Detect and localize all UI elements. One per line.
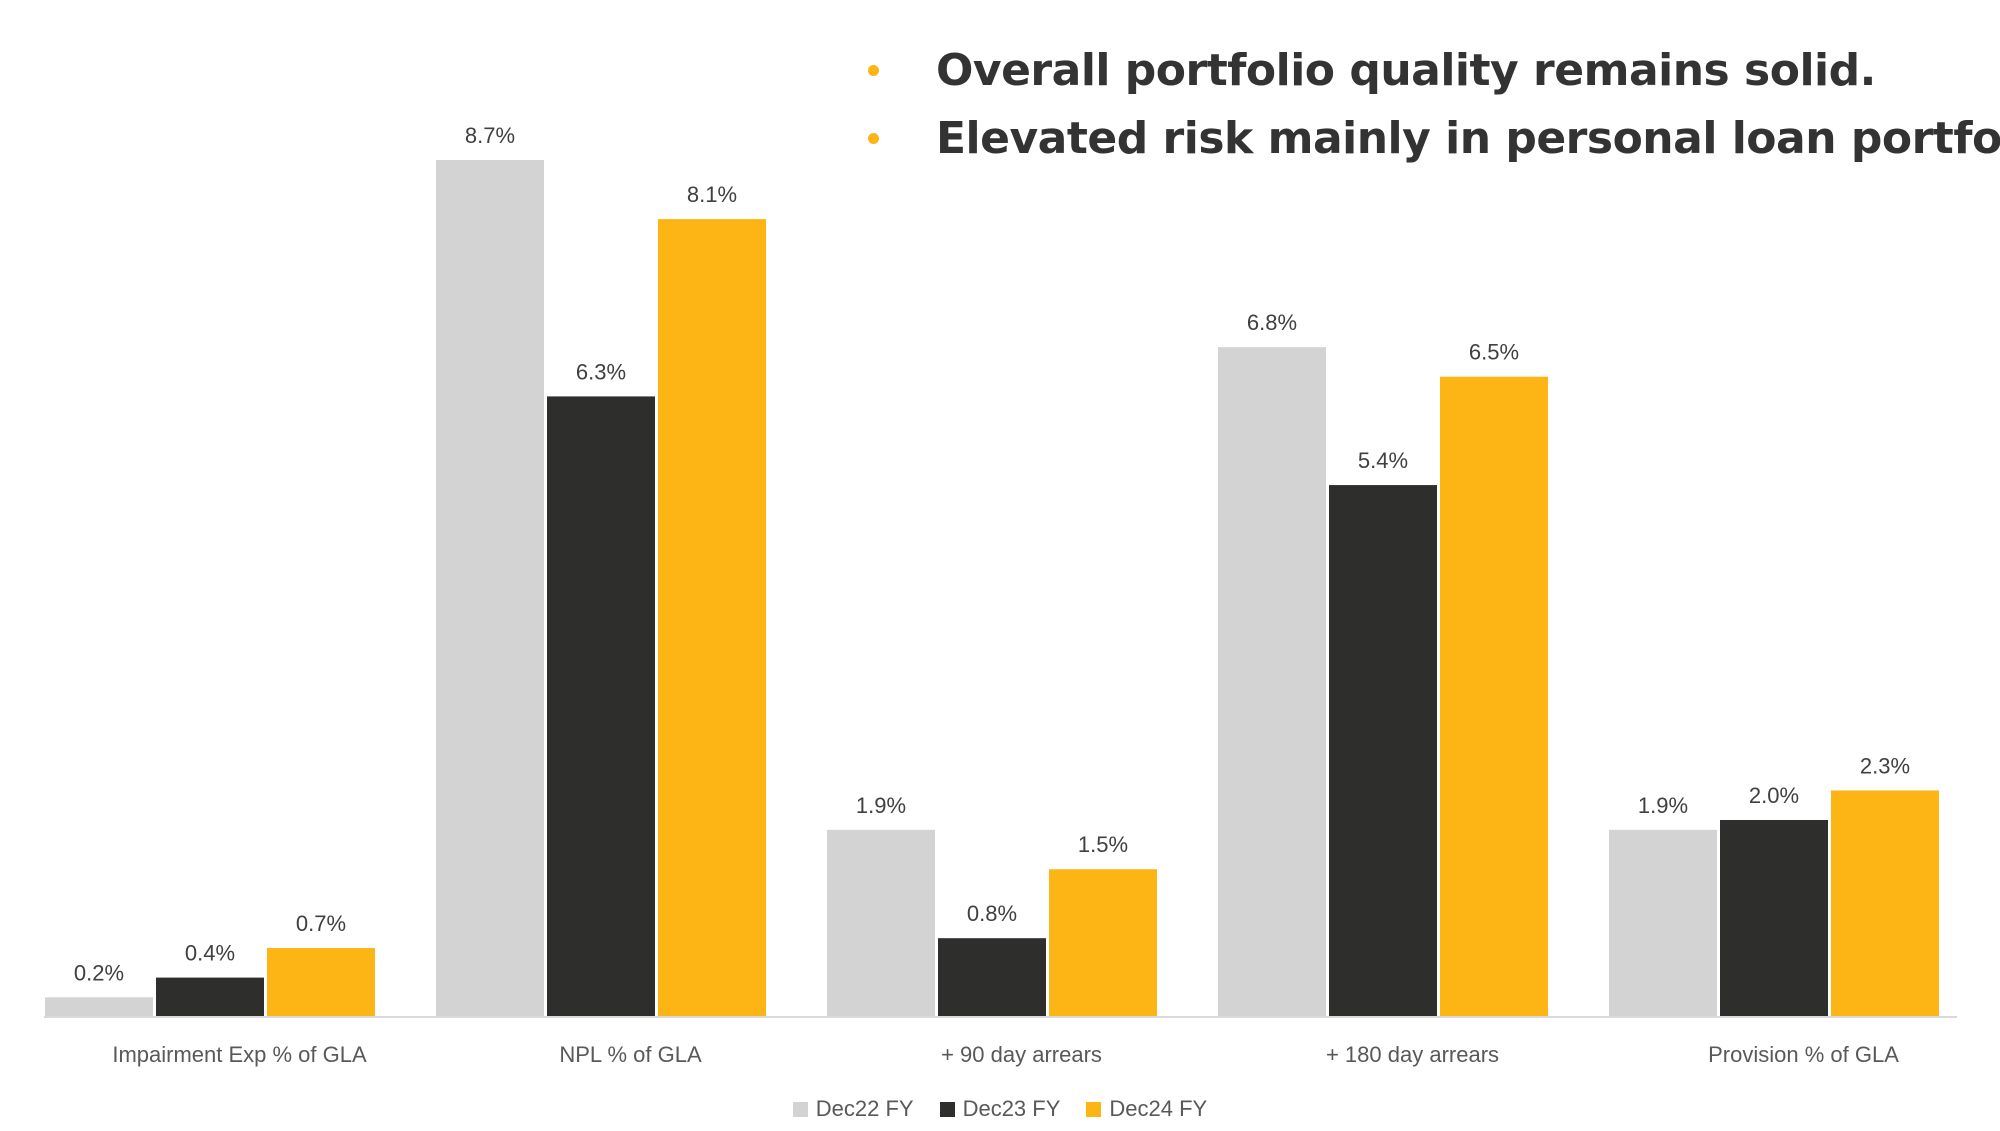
headline-bullet: Elevated risk mainly in personal loan po… <box>868 104 2000 172</box>
x-tick-label: Impairment Exp % of GLA <box>112 1042 367 1067</box>
legend-swatch <box>1086 1101 1102 1117</box>
bars-layer <box>45 160 1939 1018</box>
x-tick-label: Provision % of GLA <box>1708 1042 1899 1067</box>
bar <box>938 938 1046 1017</box>
bar <box>1049 869 1157 1017</box>
legend-label: Dec24 FY <box>1109 1096 1208 1121</box>
legend-label: Dec23 FY <box>962 1096 1061 1121</box>
data-label: 5.4% <box>1358 448 1408 473</box>
bar <box>267 948 375 1017</box>
data-label: 6.5% <box>1469 340 1519 365</box>
bar <box>1720 819 1828 1017</box>
data-label: 0.7% <box>296 911 346 936</box>
data-label: 0.8% <box>967 901 1017 926</box>
bar <box>1609 829 1717 1017</box>
data-label: 1.5% <box>1078 832 1128 857</box>
legend-item: Dec24 FY <box>1086 1096 1207 1122</box>
legend-label: Dec22 FY <box>815 1096 914 1121</box>
bar <box>658 219 766 1017</box>
bar <box>827 829 935 1017</box>
data-label: 1.9% <box>1638 793 1688 818</box>
legend: Dec22 FY Dec23 FY Dec24 FY <box>0 1096 2000 1122</box>
bar <box>1440 376 1548 1017</box>
headline-bullet-text: Overall portfolio quality remains solid. <box>936 44 1876 96</box>
data-label: 8.7% <box>465 123 515 148</box>
data-label: 8.1% <box>687 182 737 207</box>
data-labels-layer: 0.2% 0.4% 0.7% 8.7% 6.3% 8.1% 1.9% 0.8% 1.5% 6.8%… <box>74 123 1910 985</box>
headline-bullets: Overall portfolio quality remains solid.… <box>868 36 2000 172</box>
bullet-dot-icon <box>868 132 879 144</box>
bar <box>1218 347 1326 1018</box>
legend-swatch <box>939 1101 955 1117</box>
bar <box>547 396 655 1017</box>
data-label: 6.3% <box>576 359 626 384</box>
legend-swatch <box>792 1101 808 1117</box>
x-tick-label: NPL % of GLA <box>559 1042 702 1067</box>
data-label: 2.3% <box>1860 753 1910 778</box>
bar <box>1329 485 1437 1017</box>
headline-bullet: Overall portfolio quality remains solid. <box>868 36 2000 104</box>
bar <box>156 977 264 1017</box>
headline-bullet-text: Elevated risk mainly in personal loan po… <box>936 112 2000 164</box>
bar <box>436 160 544 1017</box>
data-label: 2.0% <box>1749 783 1799 808</box>
x-tick-labels-layer: Impairment Exp % of GLA NPL % of GLA + 90 … <box>112 1042 1899 1067</box>
bullet-dot-icon <box>868 64 879 76</box>
legend-item: Dec23 FY <box>939 1096 1061 1122</box>
bar <box>45 997 153 1017</box>
data-label: 0.4% <box>185 941 235 966</box>
x-tick-label: + 90 day arrears <box>941 1042 1102 1067</box>
legend-item: Dec22 FY <box>792 1096 914 1122</box>
x-tick-label: + 180 day arrears <box>1326 1042 1499 1067</box>
bar <box>1831 790 1939 1017</box>
data-label: 6.8% <box>1247 310 1297 335</box>
data-label: 0.2% <box>74 960 124 985</box>
data-label: 1.9% <box>856 793 906 818</box>
